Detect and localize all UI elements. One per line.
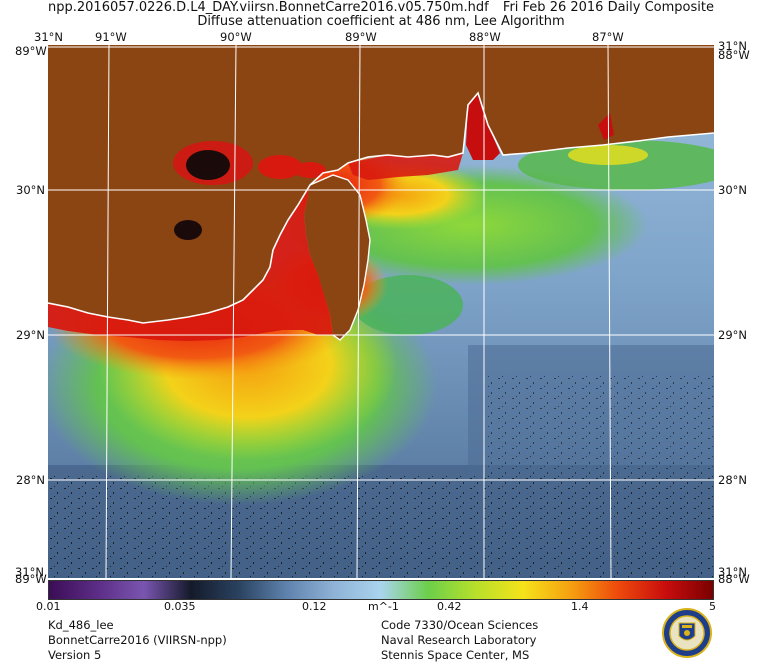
colorbar-tick-3: 0.42 bbox=[437, 600, 462, 613]
footer-org-code: Code 7330/Ocean Sciences bbox=[381, 618, 539, 632]
lat-label-28n-right: 28°N bbox=[718, 473, 747, 487]
colorbar-tick-0: 0.01 bbox=[36, 600, 61, 613]
lon-label-91w: 91°W bbox=[95, 30, 127, 44]
lat-label-30n-right: 30°N bbox=[718, 183, 747, 197]
lon-label-90w: 90°W bbox=[220, 30, 252, 44]
land-area bbox=[48, 45, 714, 323]
corner-lat-top-label: 31°N bbox=[34, 30, 63, 44]
lat-label-29n-right: 29°N bbox=[718, 328, 747, 342]
footer-location: Stennis Space Center, MS bbox=[381, 648, 530, 662]
colorbar-tick-5: 5 bbox=[709, 600, 716, 613]
corner-lon-bottom-right-label: 88°W bbox=[718, 572, 750, 586]
product-title: Diffuse attenuation coefficient at 486 n… bbox=[197, 14, 565, 29]
delta-land bbox=[304, 175, 370, 340]
kd486-map bbox=[48, 45, 714, 578]
footer-dataset: BonnetCarre2016 (VIIRSN-npp) bbox=[48, 633, 227, 647]
corner-lon-bottom-left-label: 89°W bbox=[15, 572, 47, 586]
colorbar-tick-2: 0.12 bbox=[302, 600, 327, 613]
lon-label-88w: 88°W bbox=[469, 30, 501, 44]
footer-version: Version 5 bbox=[48, 648, 102, 662]
colorbar-tick-1: 0.035 bbox=[164, 600, 196, 613]
corner-lat-bottom-left-label: 31°N bbox=[15, 565, 44, 579]
colorbar bbox=[48, 580, 714, 600]
lon-label-89w: 89°W bbox=[345, 30, 377, 44]
lat-label-29n-left: 29°N bbox=[16, 328, 45, 342]
filename-title: npp.2016057.0226.D.L4_DAY.viirsn.BonnetC… bbox=[48, 0, 489, 15]
colorbar-units: m^-1 bbox=[368, 600, 399, 613]
footer-product-code: Kd_486_lee bbox=[48, 618, 114, 632]
graticule bbox=[48, 45, 714, 578]
lat-label-28n-left: 28°N bbox=[16, 473, 45, 487]
date-title: Fri Feb 26 2016 Daily Composite bbox=[502, 0, 714, 15]
colorbar-tick-4: 1.4 bbox=[571, 600, 589, 613]
lat-label-30n-left: 30°N bbox=[16, 183, 45, 197]
nrl-seal-logo bbox=[662, 608, 712, 658]
corner-lat-top-right-label: 31°N bbox=[718, 39, 747, 53]
corner-lat-bottom-right-label: 31°N bbox=[718, 565, 747, 579]
corner-lon-top-left-label: 89°W bbox=[15, 44, 47, 58]
footer-org-name: Naval Research Laboratory bbox=[381, 633, 537, 647]
corner-lon-top-right-label: 88°W bbox=[718, 48, 750, 62]
lon-label-87w: 87°W bbox=[592, 30, 624, 44]
